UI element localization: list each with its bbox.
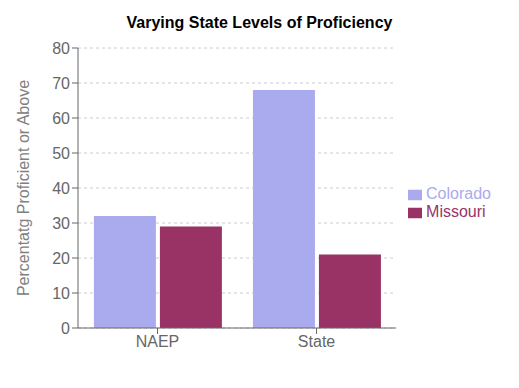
svg-text:30: 30 — [52, 215, 70, 232]
svg-text:70: 70 — [52, 75, 70, 92]
svg-text:20: 20 — [52, 250, 70, 267]
svg-text:State: State — [298, 333, 335, 350]
svg-text:NAEP: NAEP — [136, 333, 180, 350]
html-text:Missouri: Missouri — [426, 203, 486, 220]
svg-text:0: 0 — [61, 320, 70, 337]
svg-text:40: 40 — [52, 180, 70, 197]
svg-text:80: 80 — [52, 40, 70, 57]
svg-text:50: 50 — [52, 145, 70, 162]
svg-text:10: 10 — [52, 285, 70, 302]
html-text:Varying State Levels of Profic: Varying State Levels of Proficiency — [126, 14, 393, 31]
html-text:Colorado: Colorado — [426, 185, 491, 202]
svg-text:Percentatg Proficient or Above: Percentatg Proficient or Above — [15, 80, 32, 296]
svg-text:60: 60 — [52, 110, 70, 127]
